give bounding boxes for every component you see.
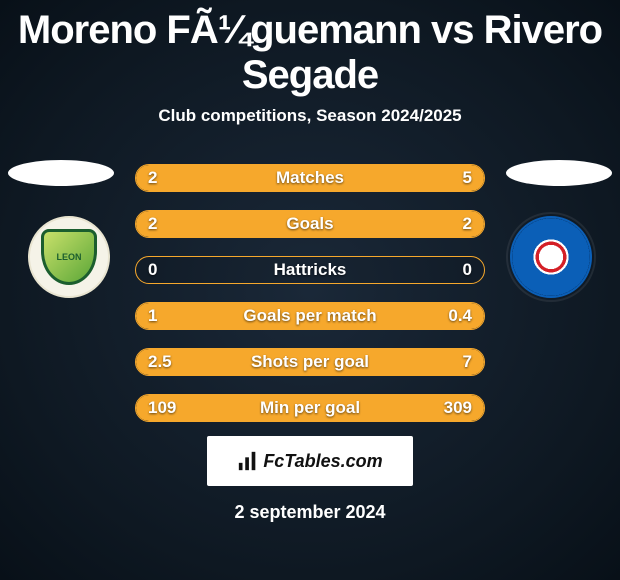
flag-right	[506, 160, 612, 186]
stat-bars: 25Matches 22Goals 00Hattricks 10.4Goals per…	[135, 164, 485, 440]
stat-row: 109309Min per goal	[135, 394, 485, 422]
club-logo-right	[510, 216, 592, 298]
chart-icon	[237, 450, 259, 472]
stat-label: Shots per goal	[136, 352, 484, 372]
stat-row: 22Goals	[135, 210, 485, 238]
stat-row: 2.57Shots per goal	[135, 348, 485, 376]
page-subtitle: Club competitions, Season 2024/2025	[0, 106, 620, 126]
club-shield-left: LEON	[41, 229, 97, 285]
brand-badge: FcTables.com	[207, 436, 413, 486]
stat-row: 25Matches	[135, 164, 485, 192]
flag-left	[8, 160, 114, 186]
club-logo-left: LEON	[28, 216, 110, 298]
stat-label: Goals	[136, 214, 484, 234]
brand-text: FcTables.com	[263, 451, 382, 472]
stat-label: Goals per match	[136, 306, 484, 326]
stat-label: Matches	[136, 168, 484, 188]
stat-label: Hattricks	[136, 260, 484, 280]
date-text: 2 september 2024	[0, 502, 620, 523]
stat-label: Min per goal	[136, 398, 484, 418]
page-title: Moreno FÃ¼guemann vs Rivero Segade	[0, 0, 620, 98]
comparison-panel: LEON 25Matches 22Goals 00Hattricks 10.4Goal…	[0, 146, 620, 426]
stat-row: 00Hattricks	[135, 256, 485, 284]
stat-row: 10.4Goals per match	[135, 302, 485, 330]
